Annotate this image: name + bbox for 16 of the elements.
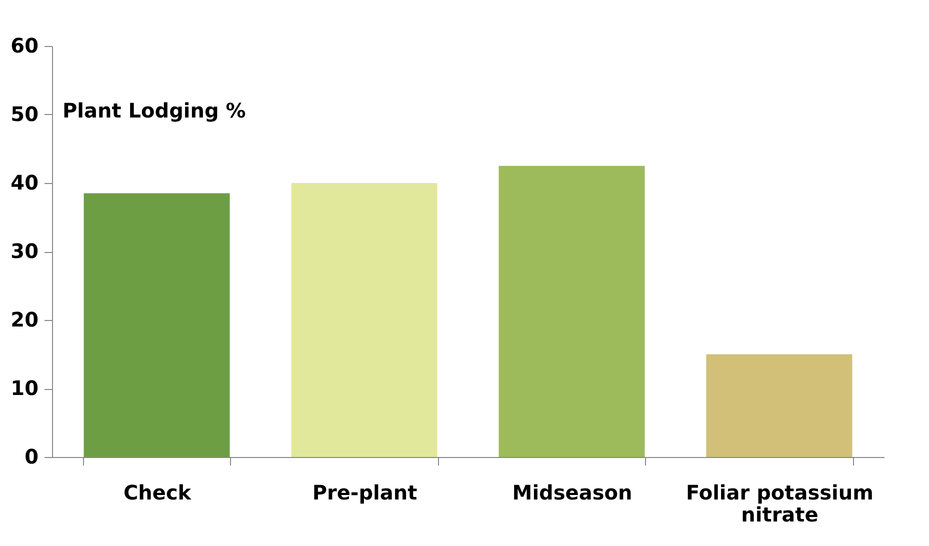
x-tick-label: Foliar potassium nitrate: [686, 480, 874, 526]
y-tick-label: 50: [10, 102, 38, 126]
y-tick-label: 0: [24, 444, 38, 468]
bar: [291, 183, 438, 457]
x-tick-label: Pre-plant: [312, 480, 418, 504]
y-tick-label: 40: [10, 170, 38, 194]
y-tick-label: 10: [10, 376, 38, 400]
bar: [706, 354, 852, 457]
x-tick-label: Midseason: [512, 480, 632, 504]
y-tick-label: 60: [10, 34, 38, 58]
bar: [84, 193, 230, 457]
y-tick-label: 20: [10, 308, 38, 332]
x-tick-label: Check: [123, 480, 192, 504]
y-tick-label: 30: [10, 239, 38, 263]
y-axis-title: Plant Lodging %: [62, 98, 246, 122]
bar: [498, 166, 645, 457]
